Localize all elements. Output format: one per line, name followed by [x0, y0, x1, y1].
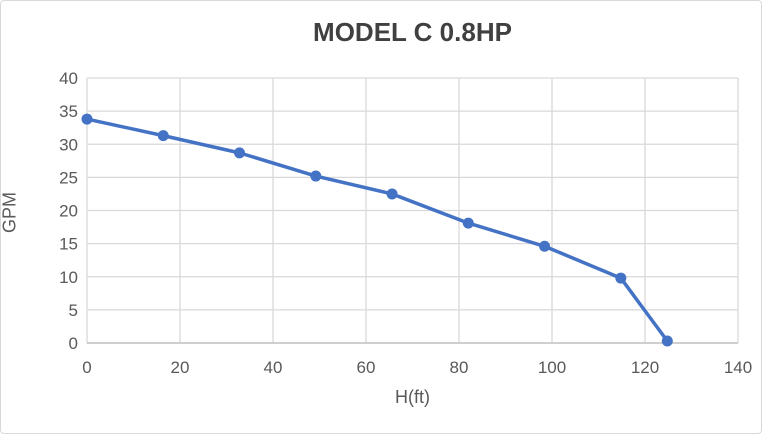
y-tick-label: 30 [59, 135, 78, 154]
series-line [85, 117, 670, 343]
y-tick-label: 40 [59, 69, 78, 88]
y-tick-label: 20 [59, 202, 78, 221]
y-tick-label: 15 [59, 235, 78, 254]
data-point [462, 217, 474, 229]
x-axis-title: H(ft) [395, 387, 430, 407]
y-tick-label: 5 [69, 301, 78, 320]
data-point [661, 335, 673, 347]
y-tick-label: 35 [59, 102, 78, 121]
x-tick-label: 40 [264, 358, 283, 377]
data-point [157, 130, 169, 142]
x-tick-label: 0 [82, 358, 91, 377]
y-tick-label: 0 [69, 334, 78, 353]
x-tick-label: 60 [357, 358, 376, 377]
x-tick-label: 140 [724, 358, 752, 377]
x-tick-label: 20 [171, 358, 190, 377]
data-point [539, 240, 551, 252]
y-tick-label: 25 [59, 168, 78, 187]
data-point [81, 113, 93, 125]
x-tick-label: 80 [450, 358, 469, 377]
x-tick-label: 120 [631, 358, 659, 377]
data-point [615, 272, 627, 284]
y-axis-title: GPM [0, 192, 20, 234]
y-tick-label: 10 [59, 268, 78, 287]
data-point [386, 188, 398, 200]
chart-title: MODEL C 0.8HP [313, 17, 512, 47]
data-point [234, 147, 246, 159]
data-point [310, 170, 322, 182]
x-tick-label: 100 [538, 358, 566, 377]
